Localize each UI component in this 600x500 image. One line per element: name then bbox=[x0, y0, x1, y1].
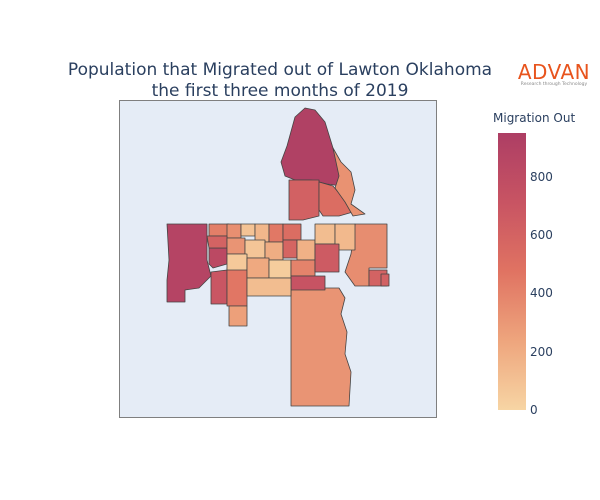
census-tract-region[interactable] bbox=[246, 277, 292, 297]
census-tract-region[interactable] bbox=[290, 287, 352, 407]
census-tract-region[interactable] bbox=[264, 241, 284, 261]
census-tract-region[interactable] bbox=[290, 259, 316, 277]
census-tract-region[interactable] bbox=[226, 267, 248, 307]
census-tract-region[interactable] bbox=[226, 237, 246, 255]
colorbar-tick-label: 800 bbox=[530, 169, 553, 184]
advan-logo: ADVAN Research through Technology bbox=[514, 62, 594, 88]
census-tract-region[interactable] bbox=[226, 253, 248, 271]
census-tract-region[interactable] bbox=[226, 223, 242, 239]
choropleth-map[interactable] bbox=[119, 100, 437, 418]
logo-wordmark: ADVAN bbox=[517, 60, 591, 84]
census-tract-region[interactable] bbox=[332, 147, 366, 217]
census-tract-region[interactable] bbox=[380, 273, 390, 287]
census-tract-region[interactable] bbox=[206, 235, 228, 249]
census-tract-region[interactable] bbox=[334, 223, 356, 251]
census-tract-region[interactable] bbox=[208, 223, 230, 237]
census-tract-region[interactable] bbox=[282, 223, 302, 241]
colorbar-tick-label: 200 bbox=[530, 344, 553, 359]
colorbar-gradient bbox=[498, 133, 526, 410]
census-tract-region[interactable] bbox=[280, 107, 342, 187]
census-tract-region[interactable] bbox=[288, 179, 320, 221]
census-tract-region[interactable] bbox=[246, 257, 270, 279]
census-tract-region[interactable] bbox=[314, 223, 336, 245]
census-tract-region[interactable] bbox=[254, 223, 270, 243]
census-tract-region[interactable] bbox=[228, 305, 248, 327]
census-tract-region[interactable] bbox=[290, 275, 326, 291]
census-tract-region[interactable] bbox=[210, 269, 228, 305]
colorbar-tick-label: 600 bbox=[530, 228, 553, 243]
census-tract-region[interactable] bbox=[244, 239, 266, 259]
colorbar-tick-label: 400 bbox=[530, 286, 553, 301]
census-tract-region[interactable] bbox=[268, 259, 292, 279]
logo-tagline: Research through Technology bbox=[520, 82, 588, 87]
title-line-1: Population that Migrated out of Lawton O… bbox=[67, 60, 493, 80]
census-tract-region[interactable] bbox=[296, 239, 316, 261]
map-title: Population that Migrated out of Lawton O… bbox=[20, 60, 540, 102]
census-tract-region[interactable] bbox=[282, 239, 298, 259]
census-tract-region[interactable] bbox=[268, 223, 284, 243]
census-tract-region[interactable] bbox=[166, 223, 212, 303]
colorbar-tick-label: 0 bbox=[530, 403, 538, 417]
census-tract-region[interactable] bbox=[208, 247, 228, 269]
title-line-2: the first three months of 2019 bbox=[151, 81, 409, 101]
colorbar-title: Migration Out bbox=[493, 111, 576, 125]
census-tract-region[interactable] bbox=[240, 223, 256, 237]
colorbar bbox=[498, 133, 526, 410]
census-tract-region[interactable] bbox=[314, 243, 340, 273]
